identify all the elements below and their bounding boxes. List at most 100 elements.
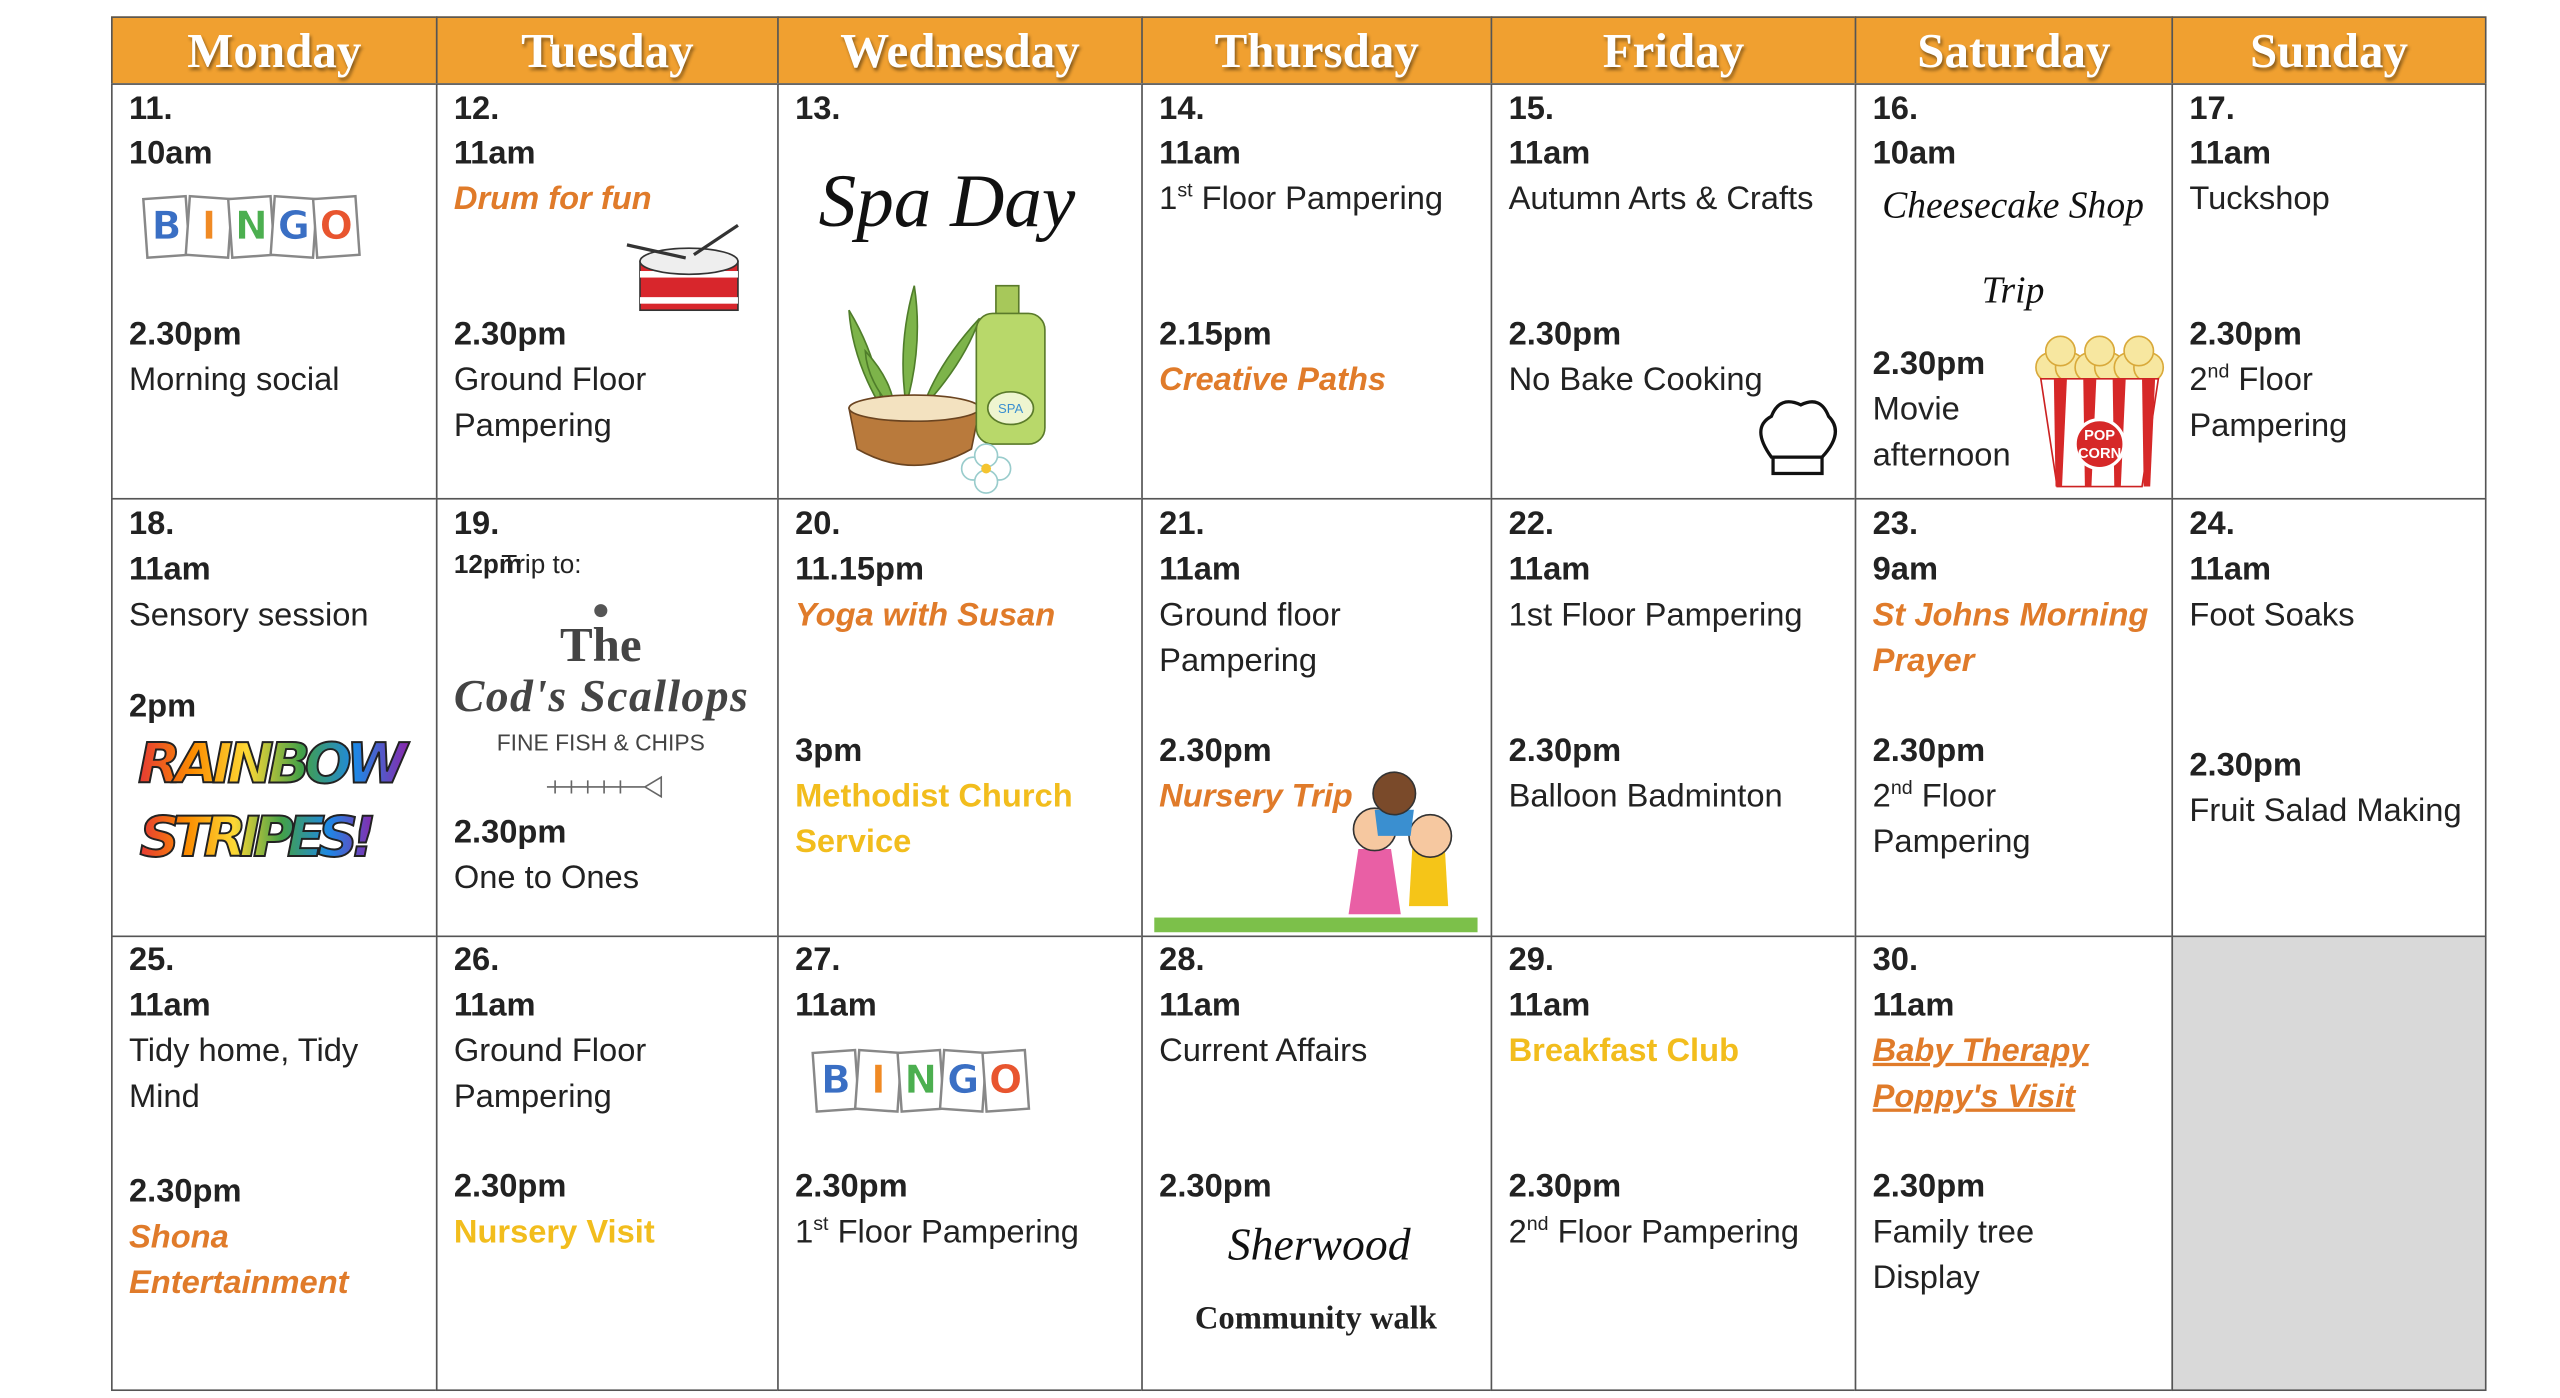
event-title: Pampering xyxy=(2189,408,2348,445)
event-time: 2.30pm xyxy=(2189,747,2302,784)
spa-leaf xyxy=(921,317,981,409)
date: 14. xyxy=(1159,91,1205,128)
drum-stick xyxy=(692,223,739,257)
flower-petal xyxy=(973,469,999,494)
day-cell xyxy=(1854,935,2174,1392)
popcorn-stripe xyxy=(2053,378,2067,487)
event-title: Mind xyxy=(128,1079,200,1116)
event-title: Prayer xyxy=(1872,643,1975,680)
logo-name: Cod's Scallops xyxy=(454,670,748,721)
event-title: Movie xyxy=(1872,391,1960,428)
event-title: Poppy's Visit xyxy=(1872,1079,2076,1116)
bingo-letter: N xyxy=(235,204,268,249)
date: 18. xyxy=(128,506,175,543)
event-title: Creative Paths xyxy=(1159,362,1387,399)
event-title: Pampering xyxy=(453,408,612,445)
event-title: Foot Soaks xyxy=(2189,597,2355,634)
kid-shirt xyxy=(1374,809,1414,836)
cheesecake-title: Cheesecake Shop xyxy=(1882,186,2144,227)
event-time: 10am xyxy=(1872,135,1957,172)
day-cell xyxy=(435,497,779,938)
date: 23. xyxy=(1872,506,1919,543)
event-time: 2.30pm xyxy=(1159,1168,1272,1205)
date: 21. xyxy=(1159,506,1205,543)
event-time: 3pm xyxy=(795,733,863,769)
sherwood-subtitle: Community walk xyxy=(1195,1300,1438,1336)
event-time: 2.30pm xyxy=(128,316,242,353)
day-cell xyxy=(2171,83,2487,500)
event-title: Autumn Arts & Crafts xyxy=(1508,181,1814,218)
event-title: Service xyxy=(795,824,912,861)
date: 11. xyxy=(128,91,173,128)
event-time: 2.30pm xyxy=(1508,1168,1622,1205)
logo-dot xyxy=(594,604,608,618)
flower-center xyxy=(981,463,992,474)
event-title: Current Affairs xyxy=(1159,1033,1368,1070)
date: 22. xyxy=(1508,506,1554,543)
chef-hat xyxy=(1759,400,1837,459)
drum-band xyxy=(639,297,738,304)
event-title: 1st Floor Pampering xyxy=(1159,178,1444,218)
date: 19. xyxy=(453,506,500,543)
event-title: Drum for fun xyxy=(453,181,652,218)
day-cell xyxy=(1141,83,1493,500)
event-title: Yoga with Susan xyxy=(795,597,1056,634)
day-cell xyxy=(1490,935,1857,1392)
bingo-tile xyxy=(311,194,361,260)
spa-bottle-neck xyxy=(995,284,1020,316)
event-title: Ground Floor xyxy=(453,362,647,399)
event-time: 2pm xyxy=(128,688,197,725)
event-time: 2.15pm xyxy=(1159,316,1272,353)
event-time: 2.30pm xyxy=(1508,733,1622,769)
event-title: St Johns Morning xyxy=(1872,597,2149,634)
spa-wax xyxy=(848,394,981,423)
event-title: Pampering xyxy=(1159,643,1318,680)
event-title: Family tree xyxy=(1872,1214,2035,1251)
event-time: 2.30pm xyxy=(795,1168,908,1205)
rainbow-word: RAINBOW xyxy=(138,731,410,796)
kid-dress xyxy=(1348,848,1401,915)
spa-leaf xyxy=(902,285,919,406)
event-time: 2.30pm xyxy=(1159,733,1272,769)
flower-petal xyxy=(973,443,999,468)
event-title: Baby Therapy xyxy=(1872,1033,2089,1070)
event-title: 1st Floor Pampering xyxy=(795,1211,1079,1251)
event-title: 2nd Floor xyxy=(1872,776,1997,815)
bingo-tile xyxy=(981,1048,1031,1113)
event-title: Ground Floor xyxy=(453,1033,647,1070)
day-cell xyxy=(1854,497,2174,938)
date: 20. xyxy=(795,506,841,543)
day-cell xyxy=(111,935,438,1392)
bingo-letter: G xyxy=(278,204,310,249)
kid-head xyxy=(1408,813,1453,858)
event-title: Breakfast Club xyxy=(1508,1033,1740,1070)
event-time: 10am xyxy=(128,135,213,172)
date: 28. xyxy=(1159,942,1205,978)
event-title: 1st Floor Pampering xyxy=(1508,597,1803,634)
event-note: Trip to: xyxy=(501,551,582,580)
event-title: Morning social xyxy=(128,362,340,399)
event-time: 11am xyxy=(1159,551,1241,588)
date: 13. xyxy=(795,91,841,128)
spa-title: Spa Day xyxy=(819,160,1076,243)
event-title: Pampering xyxy=(453,1079,612,1116)
event-time: 2.30pm xyxy=(1872,1168,1986,1205)
event-time: 11am xyxy=(128,551,211,588)
day-header: Wednesday xyxy=(777,16,1143,85)
kid-head xyxy=(1372,771,1417,816)
date: 15. xyxy=(1508,91,1554,128)
event-time: 2.30pm xyxy=(1872,346,1986,383)
day-cell xyxy=(2171,497,2487,938)
event-time: 11am xyxy=(2189,551,2272,588)
event-title: One to Ones xyxy=(453,860,640,897)
drum-stick xyxy=(626,243,687,260)
event-title: Display xyxy=(1872,1260,1980,1297)
event-time: 2.30pm xyxy=(2189,316,2302,353)
event-time: 2.30pm xyxy=(1872,733,1986,769)
bingo-letter: B xyxy=(152,204,182,249)
bingo-letter: N xyxy=(904,1058,937,1103)
spa-leaf xyxy=(848,309,883,409)
event-time: 12pm xyxy=(453,551,523,580)
event-time: 2.30pm xyxy=(1508,316,1622,353)
